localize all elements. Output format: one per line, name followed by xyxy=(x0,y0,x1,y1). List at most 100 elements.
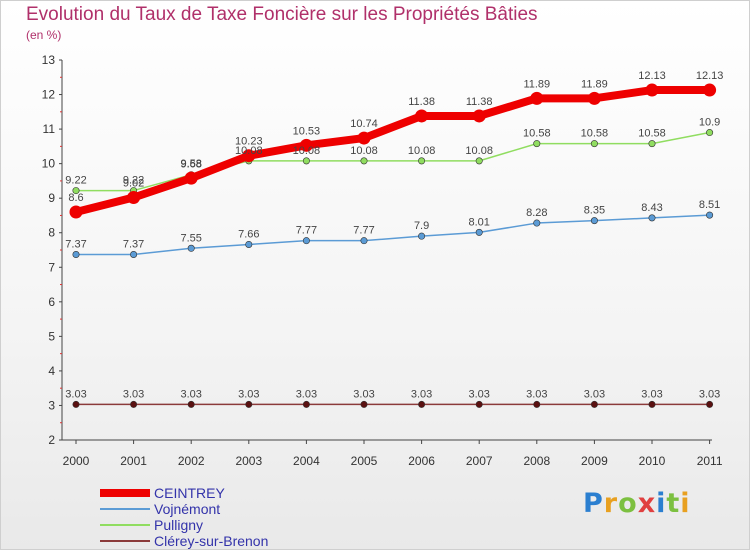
data-label: 7.77 xyxy=(353,225,374,237)
data-label: 7.37 xyxy=(123,238,144,250)
data-label: 10.08 xyxy=(350,145,378,157)
chart-series xyxy=(69,83,717,408)
data-label: 9.02 xyxy=(123,177,144,189)
data-label: 10.58 xyxy=(523,128,551,140)
data-label: 11.38 xyxy=(408,96,435,108)
data-point xyxy=(299,138,313,152)
data-label: 11.89 xyxy=(523,78,550,90)
y-tick-label: 11 xyxy=(43,122,56,136)
data-point xyxy=(360,237,368,245)
data-point xyxy=(360,157,368,165)
data-label: 12.13 xyxy=(638,70,666,82)
data-point xyxy=(648,400,656,408)
data-label: 8.35 xyxy=(584,205,605,217)
series-line-0 xyxy=(72,86,714,216)
y-tick-label: 3 xyxy=(48,398,55,412)
data-point xyxy=(357,131,371,145)
data-point xyxy=(475,157,483,165)
data-label: 10.9 xyxy=(699,117,720,129)
x-tick-label: 2005 xyxy=(351,454,378,468)
y-tick-label: 2 xyxy=(48,433,55,447)
data-label: 10.53 xyxy=(293,125,321,137)
data-label: 3.03 xyxy=(699,388,720,400)
data-point xyxy=(590,400,598,408)
data-point xyxy=(69,205,83,219)
data-label: 9.22 xyxy=(123,175,144,187)
legend-swatch xyxy=(100,489,150,497)
data-point xyxy=(706,400,714,408)
data-point xyxy=(360,400,368,408)
data-point xyxy=(648,214,656,222)
x-tick-label: 2001 xyxy=(120,454,147,468)
data-label: 11.38 xyxy=(466,96,493,108)
x-tick-label: 2003 xyxy=(235,454,262,468)
y-tick-label: 8 xyxy=(48,226,55,240)
data-label: 10.08 xyxy=(408,145,436,157)
y-tick-label: 9 xyxy=(48,191,55,205)
data-point xyxy=(418,400,426,408)
data-point xyxy=(703,83,717,97)
legend-swatch xyxy=(100,540,150,542)
legend-label: Pulligny xyxy=(154,517,204,533)
data-point xyxy=(184,171,198,185)
data-point xyxy=(587,91,601,105)
data-point xyxy=(533,140,541,148)
data-point xyxy=(590,140,598,148)
data-point xyxy=(530,91,544,105)
proxiti-logo: Proxiti xyxy=(583,488,691,519)
data-label: 7.9 xyxy=(414,220,429,232)
data-label: 3.03 xyxy=(526,388,547,400)
data-label: 10.58 xyxy=(581,128,609,140)
y-tick-label: 13 xyxy=(42,53,56,67)
y-tick-label: 12 xyxy=(42,88,56,102)
data-point xyxy=(242,149,256,163)
data-label: 10.08 xyxy=(235,145,263,157)
data-label: 10.23 xyxy=(235,136,263,148)
data-point xyxy=(187,244,195,252)
y-tick-label: 6 xyxy=(48,295,55,309)
data-point xyxy=(72,250,80,258)
data-label: 10.58 xyxy=(638,128,666,140)
data-label: 3.03 xyxy=(641,388,662,400)
chart-value-labels: 8.6 9.02 9.58 10.23 10.53 10.74 11.38 11.38 11.8… xyxy=(65,70,723,400)
data-label: 10.74 xyxy=(350,118,378,130)
data-label: 10.08 xyxy=(293,145,321,157)
legend-swatch xyxy=(100,508,150,510)
data-label: 7.37 xyxy=(65,238,86,250)
data-label: 8.01 xyxy=(468,216,489,228)
data-point xyxy=(418,232,426,240)
data-point xyxy=(533,219,541,227)
y-tick-label: 4 xyxy=(48,364,55,378)
x-tick-label: 2002 xyxy=(178,454,205,468)
x-tick-label: 2011 xyxy=(697,454,723,468)
data-label: 9.58 xyxy=(180,158,201,170)
data-label: 7.66 xyxy=(238,228,259,240)
data-point xyxy=(245,400,253,408)
data-point xyxy=(187,400,195,408)
data-label: 10.08 xyxy=(465,145,493,157)
data-label: 11.89 xyxy=(581,78,608,90)
data-label: 3.03 xyxy=(468,388,489,400)
data-point xyxy=(72,400,80,408)
data-label: 7.77 xyxy=(296,225,317,237)
data-point xyxy=(475,228,483,236)
data-point xyxy=(645,83,659,97)
chart-unit-label: (en %) xyxy=(26,28,62,42)
data-label: 3.03 xyxy=(411,388,432,400)
data-point xyxy=(533,400,541,408)
data-label: 3.03 xyxy=(238,388,259,400)
data-label: 3.03 xyxy=(353,388,374,400)
y-tick-label: 7 xyxy=(48,260,55,274)
data-label: 3.03 xyxy=(180,388,201,400)
data-label: 8.51 xyxy=(699,199,720,211)
data-label: 3.03 xyxy=(65,388,86,400)
data-point xyxy=(590,217,598,225)
data-point xyxy=(127,190,141,204)
x-tick-label: 2010 xyxy=(639,454,666,468)
legend-label: Clérey-sur-Brenon xyxy=(154,533,269,549)
data-label: 3.03 xyxy=(584,388,605,400)
y-tick-label: 5 xyxy=(48,329,55,343)
legend-swatch xyxy=(100,524,150,526)
x-tick-label: 2000 xyxy=(63,454,90,468)
data-label: 9.68 xyxy=(180,159,201,171)
